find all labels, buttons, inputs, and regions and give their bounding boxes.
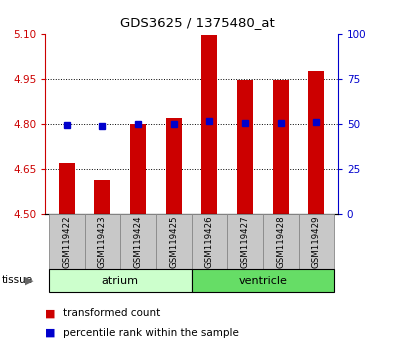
Bar [59, 163, 75, 214]
Text: GSM119423: GSM119423 [98, 215, 107, 268]
Bar [227, 214, 263, 269]
Bar [299, 214, 334, 269]
Text: ventricle: ventricle [239, 275, 287, 286]
Bar [120, 214, 156, 269]
Text: percentile rank within the sample: percentile rank within the sample [63, 328, 239, 338]
Bar [49, 214, 85, 269]
Bar [192, 214, 227, 269]
Bar [156, 214, 192, 269]
Bar [130, 124, 146, 214]
Text: transformed count: transformed count [63, 308, 160, 318]
Text: GSM119428: GSM119428 [276, 215, 285, 268]
Text: GSM119422: GSM119422 [62, 215, 71, 268]
Text: GSM119427: GSM119427 [241, 215, 250, 268]
Text: GSM119429: GSM119429 [312, 215, 321, 268]
Text: ■: ■ [45, 308, 56, 318]
Text: atrium: atrium [102, 275, 139, 286]
Bar [263, 214, 299, 269]
Bar [273, 80, 289, 214]
Text: ■: ■ [45, 328, 56, 338]
Bar [85, 214, 120, 269]
Text: GSM119424: GSM119424 [134, 215, 143, 268]
Text: GDS3625 / 1375480_at: GDS3625 / 1375480_at [120, 16, 275, 29]
Bar [192, 269, 334, 292]
Bar [237, 80, 253, 214]
Bar [94, 179, 111, 214]
Bar [308, 71, 324, 214]
Text: GSM119425: GSM119425 [169, 215, 178, 268]
Text: GSM119426: GSM119426 [205, 215, 214, 268]
Bar [49, 269, 192, 292]
Bar [201, 35, 217, 214]
Bar [166, 118, 182, 214]
Text: tissue: tissue [2, 275, 33, 285]
Text: ▶: ▶ [24, 275, 33, 285]
